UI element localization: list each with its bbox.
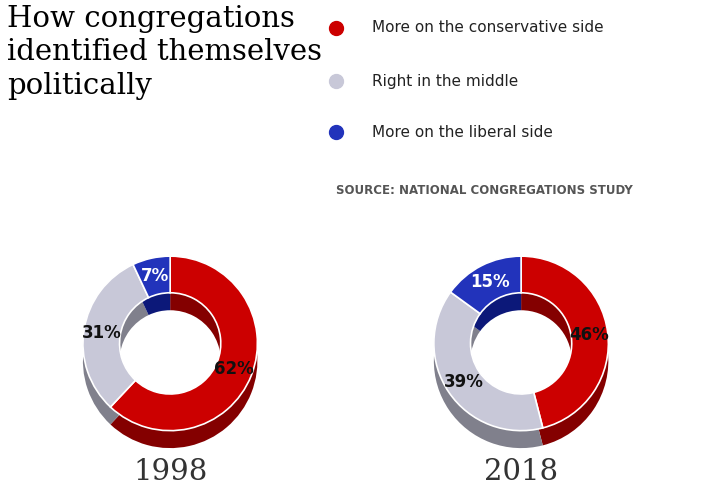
- Text: 62%: 62%: [214, 360, 254, 378]
- Wedge shape: [111, 256, 257, 431]
- Text: 2018: 2018: [484, 458, 558, 483]
- Text: 15%: 15%: [470, 273, 510, 291]
- Wedge shape: [133, 256, 170, 298]
- Text: More on the liberal side: More on the liberal side: [372, 125, 552, 140]
- Text: Right in the middle: Right in the middle: [372, 73, 518, 89]
- Wedge shape: [450, 256, 521, 313]
- Text: How congregations
identified themselves
politically: How congregations identified themselves …: [7, 5, 322, 100]
- Wedge shape: [83, 282, 149, 425]
- Wedge shape: [521, 256, 608, 428]
- Wedge shape: [450, 273, 521, 331]
- Text: 46%: 46%: [569, 326, 609, 344]
- Text: 1998: 1998: [133, 458, 207, 483]
- Text: SOURCE: NATIONAL CONGREGATIONS STUDY: SOURCE: NATIONAL CONGREGATIONS STUDY: [336, 184, 632, 197]
- Text: 31%: 31%: [82, 324, 122, 341]
- Wedge shape: [521, 273, 608, 445]
- Wedge shape: [83, 265, 149, 407]
- Text: More on the conservative side: More on the conservative side: [372, 20, 603, 35]
- Text: 39%: 39%: [444, 373, 484, 391]
- Wedge shape: [434, 310, 543, 448]
- Wedge shape: [434, 292, 543, 431]
- Wedge shape: [133, 273, 170, 315]
- Wedge shape: [111, 273, 257, 448]
- Text: 7%: 7%: [141, 267, 169, 285]
